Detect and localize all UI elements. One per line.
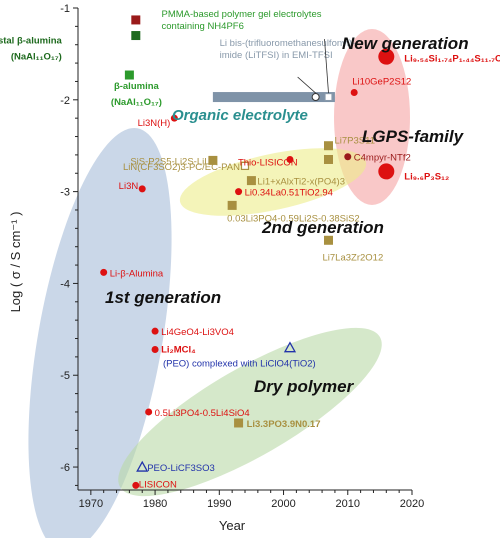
data-point (227, 200, 237, 210)
point-label: Li₉.₅₄Si₁.₇₄P₁.₄₄S₁₁.₇Cl₀.₃ (404, 54, 500, 65)
point-label: Thio-LISICON (238, 157, 298, 168)
generation-label-lgps: LGPS-family (362, 127, 465, 146)
generation-label-dry: Dry polymer (254, 377, 355, 396)
generation-label-first: 1st generation (105, 288, 221, 307)
x-tick-label: 1980 (143, 498, 167, 510)
data-point (131, 15, 141, 25)
y-tick-label: -5 (60, 370, 70, 382)
point-label: Li7La3Zr2O12 (323, 252, 384, 263)
point-label: Li7P3S11 (335, 136, 376, 147)
data-points (100, 15, 395, 489)
y-tick-label: -2 (60, 95, 70, 107)
point-label: LiN(CF3SO2)3-PC/EC-PAN (123, 162, 240, 173)
point-label: Single crystal β-alumina(NaAl₁₁O₁₇) (0, 36, 63, 63)
data-point (240, 161, 250, 171)
data-point (235, 188, 243, 196)
point-label: Li10GeP2S12 (352, 76, 411, 87)
data-point (208, 155, 218, 165)
data-point (138, 185, 146, 193)
point-label: β-alumina (NaAl₁₁O₁₇) (111, 81, 162, 108)
generation-labels: New generation LGPS-family Organic electro… (105, 34, 469, 396)
x-tick-label: 2000 (271, 498, 295, 510)
data-point (151, 327, 159, 335)
x-tick-label: 1970 (79, 498, 103, 510)
region-dry (118, 327, 382, 497)
point-label: 0.03Li3PO4-0.59Li2S-0.38SiS2 (227, 213, 360, 224)
data-point (132, 481, 140, 489)
data-point (234, 418, 244, 428)
data-point (324, 92, 333, 102)
data-point (324, 154, 333, 164)
point-label: Li0.34La0.51TiO2.94 (245, 188, 333, 199)
organic-bar (212, 92, 335, 103)
data-point (136, 460, 149, 472)
region-second (179, 148, 367, 216)
point-label: SiS-P2S5-Li2S-LiI (130, 156, 207, 167)
point-label: Li3N (119, 181, 139, 192)
data-point (124, 70, 134, 80)
data-point (344, 153, 352, 161)
point-label: PEO-LiCF3SO3 (147, 463, 215, 474)
generation-regions (28, 29, 410, 538)
data-point (350, 88, 358, 96)
point-label: LISICON (139, 479, 177, 490)
point-label: Li1+xAlxTi2-x(PO4)3 (257, 177, 345, 188)
point-label: PMMA-based polymer gel electrolytes conta… (162, 9, 322, 32)
generation-label-new: New generation (342, 34, 469, 53)
point-label: (PEO) complexed with LiClO4(TiO2) (163, 359, 316, 370)
data-point (283, 341, 297, 353)
data-point (100, 268, 108, 276)
point-label: Li-β-Alumina (110, 268, 164, 279)
point-label: C4mpyr-NTf2 (354, 153, 411, 164)
data-point (246, 176, 256, 186)
data-point (286, 155, 294, 163)
point-label: Li3N(H) (138, 118, 171, 129)
x-tick-label: 2010 (336, 498, 360, 510)
point-labels: Single crystal β-alumina(NaAl₁₁O₁₇) β-alu… (0, 9, 500, 490)
y-tick-label: -1 (60, 3, 70, 15)
y-axis-label: Log ( σ / S cm⁻¹ ) (8, 212, 23, 313)
generation-label-second: 2nd generation (261, 218, 384, 237)
data-point (378, 163, 395, 180)
leader-line (324, 39, 329, 94)
data-point (145, 408, 153, 416)
point-label: Li4GeO4-Li3VO4 (161, 327, 234, 338)
organic-electrolyte-bar (212, 92, 335, 103)
data-point (324, 141, 333, 151)
point-label: Li bis-(trifluoromethanesulfonyl)-imide … (220, 38, 356, 61)
leader-line (297, 76, 316, 94)
data-point (170, 114, 178, 122)
data-point (311, 93, 320, 102)
data-point (131, 31, 141, 41)
point-label: Li₂MCl₄ (161, 345, 196, 356)
data-point (378, 48, 395, 65)
point-label: 0.5Li3PO4-0.5Li4SiO4 (155, 408, 250, 419)
x-tick-label: 2020 (400, 498, 424, 510)
data-point (324, 235, 333, 245)
axes: 1970 1980 1990 2000 2010 2020 -1 -2 -3 -4 -5 -6 (60, 3, 424, 510)
x-axis-label: Year (219, 518, 246, 533)
y-tick-label: -6 (60, 462, 70, 474)
point-label: Li₉.₆P₃S₁₂ (404, 171, 449, 182)
y-tick-label: -4 (60, 278, 70, 290)
generation-label-organic: Organic electrolyte (172, 107, 308, 124)
data-point (151, 346, 159, 354)
point-label: Li3.3PO3.9N0.17 (247, 419, 321, 430)
x-tick-label: 1990 (207, 498, 231, 510)
y-tick-label: -3 (60, 187, 70, 199)
